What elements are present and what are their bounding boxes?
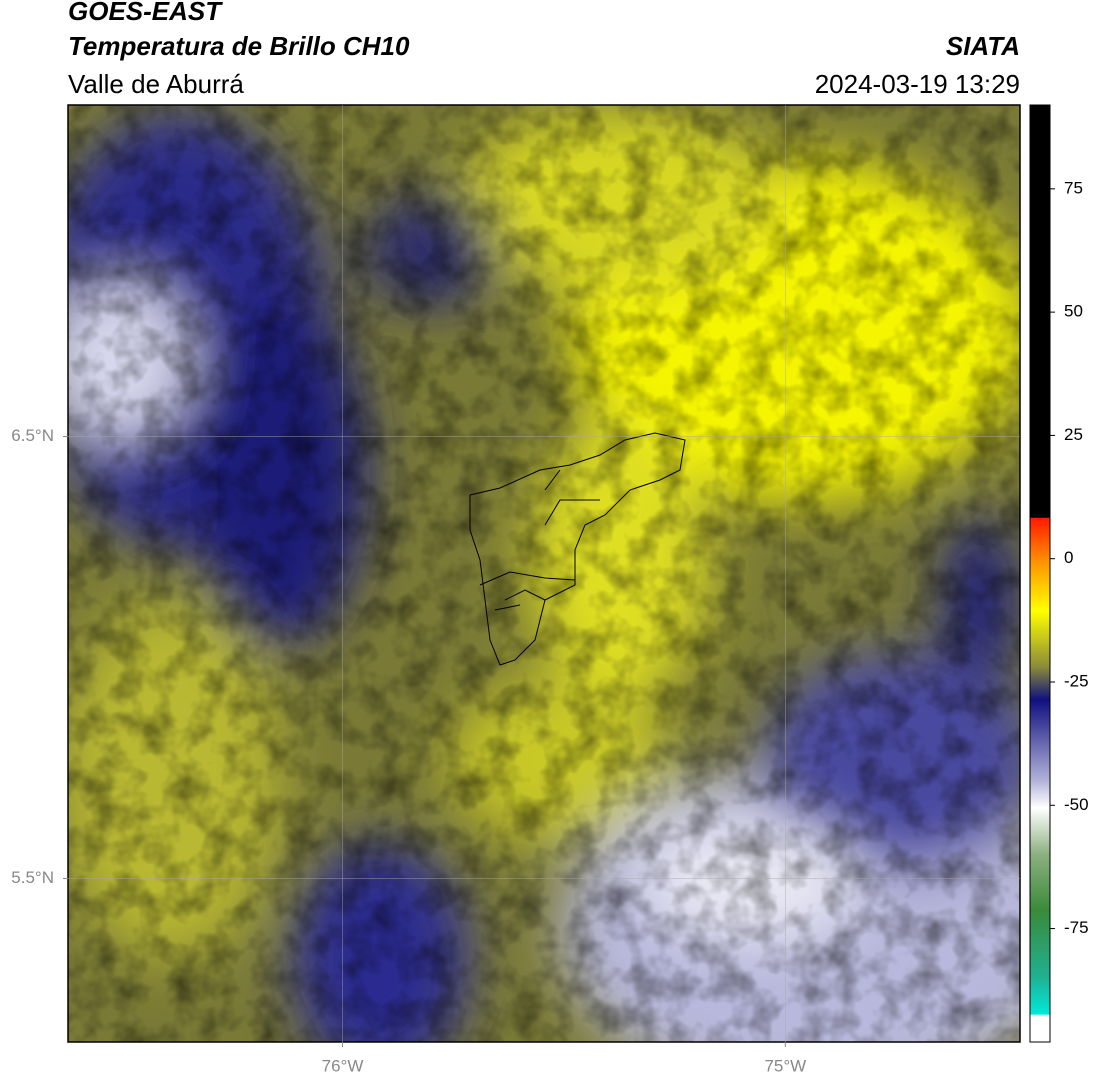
colorbar-tick-label: 0: [1064, 548, 1073, 567]
map-frame: [67, 104, 1021, 1043]
title: GOES-EAST: [68, 0, 223, 26]
colorbar-tick-label: 25: [1064, 425, 1083, 444]
x-tick-label: 76°W: [322, 1056, 364, 1075]
imagery: [68, 105, 1020, 1042]
source: SIATA: [946, 31, 1020, 61]
colorbar-tick-label: 50: [1064, 302, 1083, 321]
x-tick-label: 75°W: [764, 1056, 806, 1075]
colorbar-tick-label: 75: [1064, 178, 1083, 197]
colorbar-tick-label: -25: [1064, 671, 1089, 690]
subtitle: Temperatura de Brillo CH10: [68, 31, 410, 61]
colorbar-tick-label: -75: [1064, 918, 1089, 937]
y-tick-label: 6.5°N: [11, 426, 54, 445]
y-tick-label: 5.5°N: [11, 868, 54, 887]
colorbar-tick-label: -50: [1064, 795, 1089, 814]
colorbar: [1029, 104, 1051, 1043]
valley-boundary: [469, 432, 686, 666]
datetime: 2024-03-19 13:29: [815, 69, 1020, 99]
region: Valle de Aburrá: [68, 69, 244, 99]
